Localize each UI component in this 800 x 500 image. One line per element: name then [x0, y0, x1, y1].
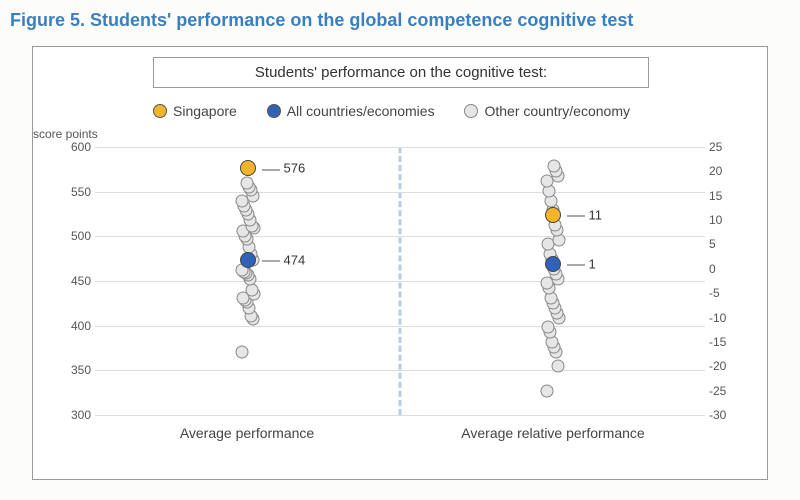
- gridline: [95, 415, 705, 416]
- legend-item-all: All countries/economies: [267, 103, 435, 119]
- legend-dot-all: [267, 104, 281, 118]
- ytick-right: -30: [709, 408, 749, 422]
- legend-dot-singapore: [153, 104, 167, 118]
- legend-item-other: Other country/economy: [464, 103, 630, 119]
- ytick-left: 450: [51, 274, 91, 288]
- legend-item-singapore: Singapore: [153, 103, 237, 119]
- gridline: [95, 236, 705, 237]
- callout-all: 474: [262, 252, 306, 267]
- data-point-other: [235, 345, 248, 358]
- y-axis-left-label: score points: [33, 127, 98, 141]
- data-point-all: [240, 252, 256, 268]
- data-point-other: [551, 360, 564, 373]
- ytick-right: -10: [709, 311, 749, 325]
- chart-area: Students' performance on the cognitive t…: [32, 46, 768, 480]
- data-point-all: [545, 256, 561, 272]
- ytick-right: -15: [709, 335, 749, 349]
- x-category-left: Average performance: [147, 425, 347, 441]
- gridline: [95, 281, 705, 282]
- ytick-right: 15: [709, 189, 749, 203]
- ytick-right: 25: [709, 140, 749, 154]
- legend-row: Singapore All countries/economies Other …: [153, 103, 673, 121]
- ytick-right: -25: [709, 384, 749, 398]
- ytick-left: 300: [51, 408, 91, 422]
- x-category-right: Average relative performance: [453, 425, 653, 441]
- callout-all: 1: [567, 256, 596, 271]
- ytick-left: 500: [51, 229, 91, 243]
- ytick-right: -20: [709, 359, 749, 373]
- gridline: [95, 370, 705, 371]
- legend-dot-other: [464, 104, 478, 118]
- gridline: [95, 326, 705, 327]
- ytick-right: 10: [709, 213, 749, 227]
- ytick-left: 600: [51, 140, 91, 154]
- data-point-other: [547, 160, 560, 173]
- legend-label: All countries/economies: [287, 103, 435, 119]
- callout-singapore: 576: [262, 161, 306, 176]
- data-point-singapore: [240, 160, 256, 176]
- data-point-singapore: [545, 207, 561, 223]
- data-point-other: [240, 176, 253, 189]
- data-point-other: [540, 384, 553, 397]
- ytick-right: -5: [709, 286, 749, 300]
- ytick-right: 0: [709, 262, 749, 276]
- legend-label: Singapore: [173, 103, 237, 119]
- legend-label: Other country/economy: [484, 103, 630, 119]
- callout-singapore: 11: [567, 208, 603, 223]
- plot-region: 300350400450500550600-30-25-20-15-10-505…: [95, 147, 705, 415]
- ytick-right: 5: [709, 237, 749, 251]
- ytick-left: 550: [51, 185, 91, 199]
- gridline: [95, 192, 705, 193]
- ytick-right: 20: [709, 164, 749, 178]
- gridline: [95, 147, 705, 148]
- legend-box: Students' performance on the cognitive t…: [153, 57, 649, 88]
- legend-title: Students' performance on the cognitive t…: [164, 64, 638, 81]
- data-point-other: [541, 321, 554, 334]
- ytick-left: 400: [51, 319, 91, 333]
- figure-title: Figure 5. Students' performance on the g…: [0, 0, 800, 31]
- figure-frame: Figure 5. Students' performance on the g…: [0, 0, 800, 500]
- ytick-left: 350: [51, 363, 91, 377]
